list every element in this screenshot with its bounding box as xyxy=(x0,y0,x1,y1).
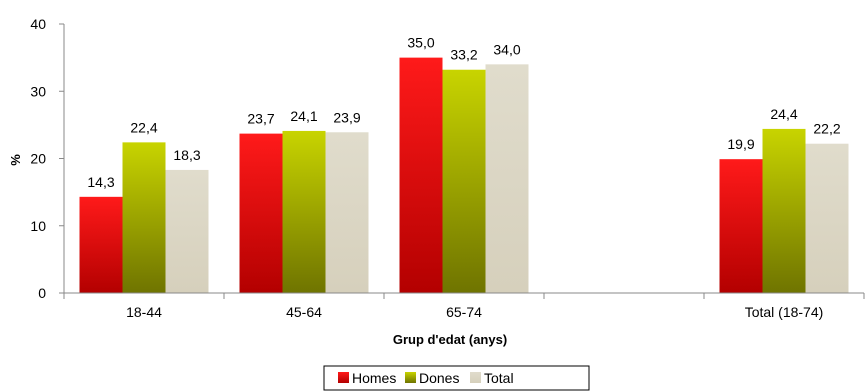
data-label: 35,0 xyxy=(407,35,434,51)
data-labels: 14,3 22,4 18,3 23,7 24,1 23,9 35,0 33,2 34,0 19,9… xyxy=(87,35,840,190)
data-label: 24,4 xyxy=(770,106,797,122)
legend-label-dones: Dones xyxy=(419,370,459,386)
bar-homes-4 xyxy=(719,159,763,293)
bar-dones-1 xyxy=(282,130,326,293)
bar-dones-0 xyxy=(122,142,166,293)
legend-swatch-homes xyxy=(338,372,349,383)
y-tick-label: 0 xyxy=(38,285,46,301)
data-label: 22,2 xyxy=(813,121,840,137)
x-axis-ticks: 18-44 45-64 65-74 Total (18-74) xyxy=(63,293,865,320)
data-label: 19,9 xyxy=(727,136,754,152)
y-tick-label: 40 xyxy=(30,16,46,32)
bars xyxy=(79,57,849,293)
data-label: 33,2 xyxy=(450,47,477,63)
legend: Homes Dones Total xyxy=(323,365,590,391)
y-tick-label: 20 xyxy=(30,151,46,167)
data-label: 24,1 xyxy=(290,108,317,124)
data-label: 34,0 xyxy=(493,41,520,57)
x-tick-label: 45-64 xyxy=(286,304,322,320)
data-label: 23,9 xyxy=(333,109,360,125)
x-tick-label: 65-74 xyxy=(446,304,482,320)
data-label: 23,7 xyxy=(247,111,274,127)
bar-total-4 xyxy=(805,143,849,293)
bar-homes-2 xyxy=(399,57,443,293)
legend-swatch-dones xyxy=(405,372,416,383)
bar-total-1 xyxy=(325,132,369,293)
data-label: 22,4 xyxy=(130,119,157,135)
bar-homes-1 xyxy=(239,133,283,293)
bar-total-2 xyxy=(485,64,529,293)
y-tick-label: 30 xyxy=(30,83,46,99)
y-axis-title: % xyxy=(8,154,23,166)
x-tick-label: Total (18-74) xyxy=(745,304,824,320)
bar-dones-2 xyxy=(442,69,486,293)
legend-swatch-total xyxy=(470,372,481,383)
bar-total-0 xyxy=(165,169,209,293)
data-label: 14,3 xyxy=(87,174,114,190)
y-tick-label: 10 xyxy=(30,218,46,234)
x-tick-label: 18-44 xyxy=(126,304,162,320)
data-label: 18,3 xyxy=(173,147,200,163)
x-axis-title: Grup d'edat (anys) xyxy=(393,332,507,347)
legend-label-homes: Homes xyxy=(352,370,396,386)
bar-dones-4 xyxy=(762,128,806,293)
legend-box xyxy=(323,365,590,391)
legend-label-total: Total xyxy=(484,370,514,386)
y-axis-ticks: 0 10 20 30 40 xyxy=(30,16,64,301)
bar-homes-0 xyxy=(79,196,123,293)
